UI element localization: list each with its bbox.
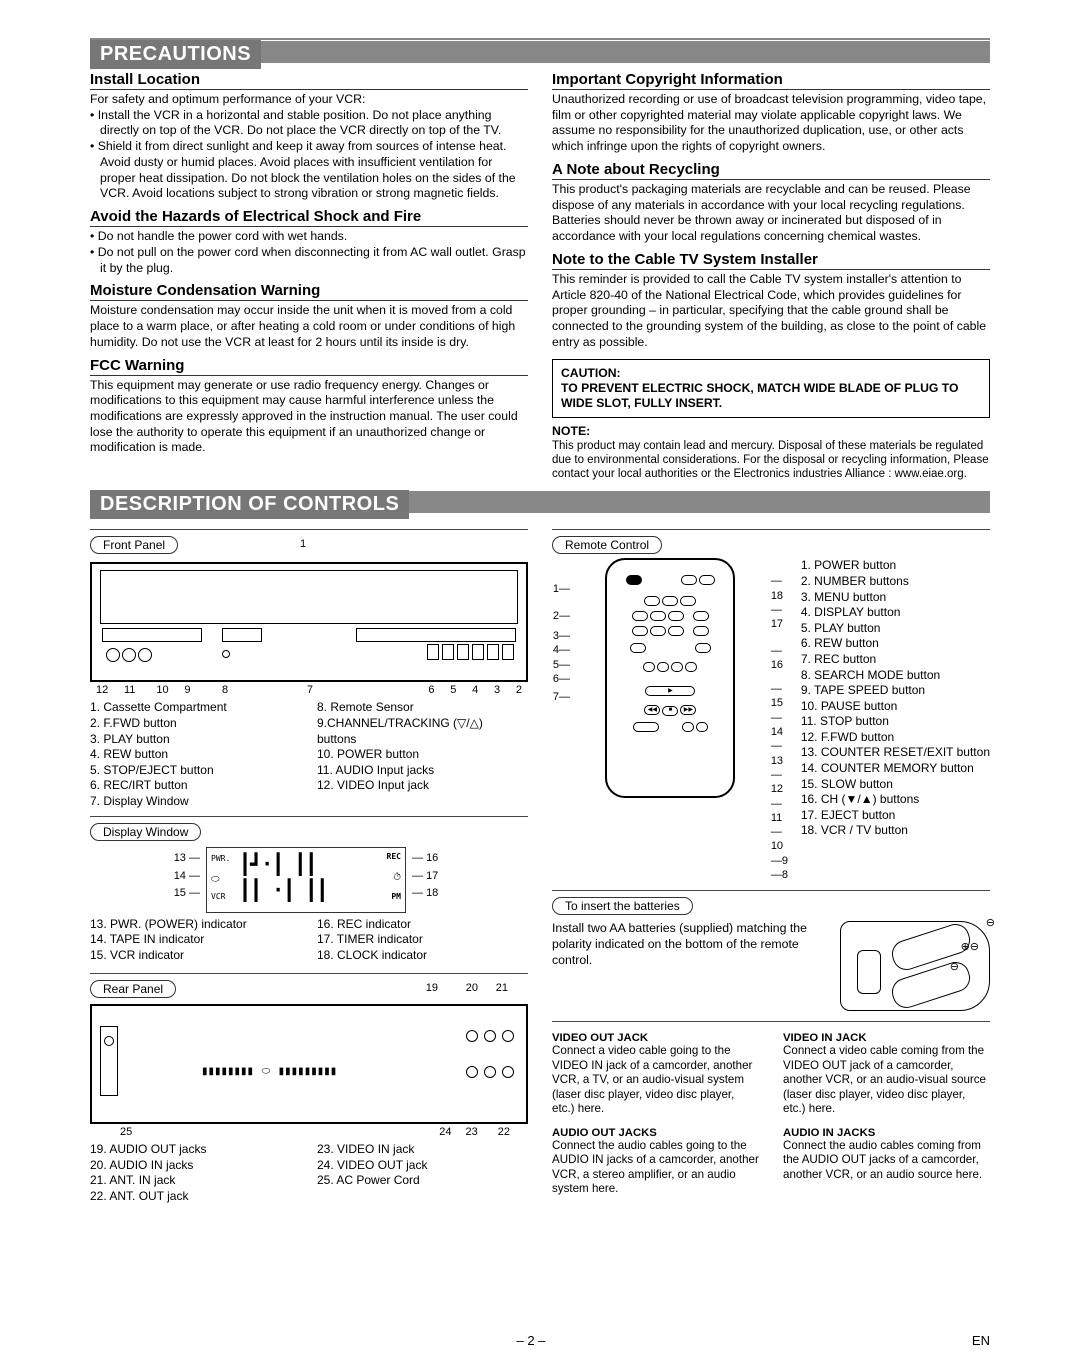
recycling-text: This product's packaging materials are r…	[552, 182, 990, 245]
display-left-callouts: 13 — 14 — 15 —	[90, 850, 200, 903]
install-bullet-1: Install the VCR in a horizontal and stab…	[90, 108, 528, 139]
moisture-text: Moisture condensation may occur inside t…	[90, 303, 528, 350]
audio-out-heading: AUDIO OUT JACKS	[552, 1127, 759, 1139]
note-label: NOTE:	[552, 424, 590, 438]
moisture-heading: Moisture Condensation Warning	[90, 282, 528, 301]
jack-descriptions: VIDEO OUT JACK Connect a video cable goi…	[552, 1032, 990, 1196]
remote-diagram: ▶ ◀◀■▶▶	[605, 558, 735, 798]
rear-bottom-callouts: 25 24 23 22	[90, 1126, 528, 1138]
caution-label: CAUTION:	[561, 366, 621, 380]
remote-legend: 1. POWER button 2. NUMBER buttons 3. MEN…	[801, 558, 990, 882]
page-number: – 2 –	[517, 1333, 546, 1348]
front-callout-1: 1	[300, 538, 306, 550]
note-block: NOTE: This product may contain lead and …	[552, 424, 990, 481]
controls-left-column: Front Panel 1 12	[90, 523, 528, 1204]
install-location-heading: Install Location	[90, 71, 528, 90]
rear-legend: 19. AUDIO OUT jacks 20. AUDIO IN jacks 2…	[90, 1142, 528, 1204]
audio-in-heading: AUDIO IN JACKS	[783, 1127, 990, 1139]
controls-right-column: Remote Control 1— 2— 3— 4— 5— 6— 7—	[552, 523, 990, 1204]
copyright-text: Unauthorized recording or use of broadca…	[552, 92, 990, 155]
hazards-bullet-2: Do not pull on the power cord when disco…	[90, 245, 528, 276]
battery-diagram: ⊖ ⊕⊖ ⊖	[840, 921, 990, 1011]
copyright-heading: Important Copyright Information	[552, 71, 990, 90]
battery-text: Install two AA batteries (supplied) matc…	[552, 921, 826, 968]
remote-control-label: Remote Control	[552, 536, 662, 554]
remote-left-callouts: 1— 2— 3— 4— 5— 6— 7—	[552, 558, 570, 882]
audio-out-text: Connect the audio cables going to the AU…	[552, 1139, 759, 1197]
page-footer: – 2 – EN	[90, 1333, 990, 1348]
description-banner: DESCRIPTION OF CONTROLS	[90, 490, 409, 519]
install-bullet-2: Shield it from direct sunlight and keep …	[90, 139, 528, 202]
note-text: This product may contain lead and mercur…	[552, 440, 989, 480]
installer-text: This reminder is provided to call the Ca…	[552, 272, 990, 351]
precautions-right-column: Important Copyright Information Unauthor…	[552, 65, 990, 481]
recycling-heading: A Note about Recycling	[552, 161, 990, 180]
display-diagram: PWR. ⬭ VCR ┃┛·┃ ┃┃ ┃┃ ·┃ ┃┃ REC ⏱ PM	[206, 847, 406, 913]
installer-heading: Note to the Cable TV System Installer	[552, 251, 990, 270]
display-legend: 13. PWR. (POWER) indicator 14. TAPE IN i…	[90, 917, 528, 964]
front-legend: 1. Cassette Compartment 2. F.FWD button …	[90, 700, 528, 809]
remote-right-callouts: —18 —17 —16 —15 —14 —13 —12 —11 —10 —9 —…	[771, 558, 793, 882]
rear-panel-diagram: ▮▮▮▮▮▮▮▮ ⬭ ▮▮▮▮▮▮▮▮▮	[90, 1004, 528, 1124]
fcc-text: This equipment may generate or use radio…	[90, 378, 528, 457]
video-out-heading: VIDEO OUT JACK	[552, 1032, 759, 1044]
hazards-bullet-1: Do not handle the power cord with wet ha…	[90, 229, 528, 245]
caution-box: CAUTION: TO PREVENT ELECTRIC SHOCK, MATC…	[552, 359, 990, 419]
display-window-label: Display Window	[90, 823, 201, 841]
display-right-callouts: — 16 — 17 — 18	[412, 850, 438, 903]
install-location-intro: For safety and optimum performance of yo…	[90, 92, 528, 108]
precautions-left-column: Install Location For safety and optimum …	[90, 65, 528, 481]
page-lang: EN	[972, 1333, 990, 1348]
front-panel-diagram	[90, 562, 528, 682]
rear-panel-label: Rear Panel	[90, 980, 176, 998]
video-in-heading: VIDEO IN JACK	[783, 1032, 990, 1044]
video-out-text: Connect a video cable going to the VIDEO…	[552, 1044, 759, 1116]
hazards-heading: Avoid the Hazards of Electrical Shock an…	[90, 208, 528, 227]
front-panel-label: Front Panel	[90, 536, 178, 554]
battery-label: To insert the batteries	[552, 897, 693, 915]
audio-in-text: Connect the audio cables coming from the…	[783, 1139, 990, 1182]
fcc-heading: FCC Warning	[90, 357, 528, 376]
precautions-banner: PRECAUTIONS	[90, 40, 261, 69]
front-bottom-callouts: 12 11 10 9 8 7 6 5 4 3 2	[90, 684, 528, 696]
caution-text: TO PREVENT ELECTRIC SHOCK, MATCH WIDE BL…	[561, 381, 958, 410]
video-in-text: Connect a video cable coming from the VI…	[783, 1044, 990, 1116]
